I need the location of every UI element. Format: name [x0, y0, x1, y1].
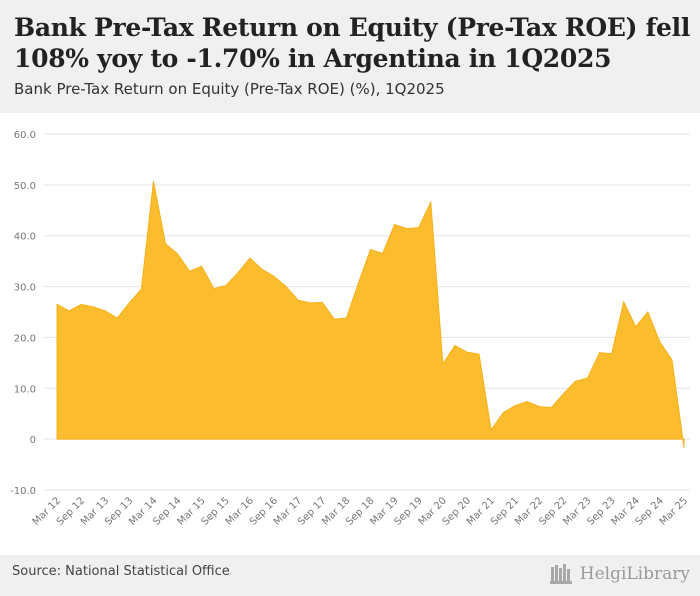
- data-point: [622, 300, 626, 304]
- data-point: [139, 287, 143, 291]
- data-point: [284, 285, 288, 289]
- chart-area: 60.0 50.0 40.0 30.0 20.0 10.0 0 -10.0 Mar 12 Sep…: [0, 113, 700, 555]
- y-tick-label: 60.0: [14, 130, 36, 141]
- chart-header: Bank Pre-Tax Return on Equity (Pre-Tax R…: [0, 0, 700, 113]
- data-point: [381, 252, 385, 256]
- y-tick-label: -10.0: [10, 486, 36, 497]
- data-point: [224, 284, 228, 288]
- data-point: [646, 310, 650, 314]
- data-point: [308, 301, 312, 305]
- data-point: [634, 325, 638, 329]
- source-note: Source: National Statistical Office: [12, 564, 230, 579]
- data-point: [236, 271, 240, 275]
- series-area: [56, 181, 685, 448]
- data-point: [549, 406, 553, 410]
- data-point: [248, 256, 252, 260]
- y-tick-label: 40.0: [14, 232, 36, 243]
- y-tick-label: 0: [30, 435, 36, 446]
- data-point: [573, 379, 577, 383]
- data-point: [296, 298, 300, 302]
- area-chart: 60.0 50.0 40.0 30.0 20.0 10.0 0 -10.0 Mar 12Sep…: [10, 130, 690, 528]
- y-tick-label: 20.0: [14, 333, 36, 344]
- data-point: [501, 411, 505, 415]
- data-point: [332, 317, 336, 321]
- data-point: [465, 350, 469, 354]
- chart-title: Bank Pre-Tax Return on Equity (Pre-Tax R…: [14, 13, 691, 73]
- data-point: [441, 362, 445, 366]
- data-point: [489, 428, 493, 432]
- library-icon: [549, 564, 572, 584]
- data-point: [610, 352, 614, 356]
- data-point: [537, 405, 541, 409]
- data-point: [453, 344, 457, 348]
- data-point: [272, 274, 276, 278]
- data-point: [344, 316, 348, 320]
- chart-footer: Source: National Statistical Office Helg…: [0, 555, 700, 596]
- data-point: [369, 247, 373, 251]
- chart-subtitle: Bank Pre-Tax Return on Equity (Pre-Tax R…: [14, 80, 445, 98]
- data-point: [598, 351, 602, 355]
- data-point: [320, 300, 324, 304]
- data-point: [127, 301, 131, 305]
- data-point: [405, 227, 409, 231]
- data-point: [417, 226, 421, 230]
- data-point: [176, 252, 180, 256]
- data-point: [260, 267, 264, 271]
- data-point: [356, 281, 360, 285]
- data-point: [658, 340, 662, 344]
- data-point: [151, 179, 155, 183]
- data-point: [188, 269, 192, 273]
- data-point: [91, 305, 95, 309]
- data-point: [429, 200, 433, 204]
- data-point: [212, 287, 216, 291]
- data-point: [525, 400, 529, 404]
- data-point: [103, 309, 107, 313]
- y-axis-labels: 60.0 50.0 40.0 30.0 20.0 10.0 0 -10.0: [10, 130, 36, 497]
- series-area-group: [55, 179, 686, 450]
- data-point: [200, 264, 204, 268]
- data-point: [67, 309, 71, 313]
- data-point: [477, 352, 481, 356]
- y-tick-label: 50.0: [14, 181, 36, 192]
- data-point: [586, 376, 590, 380]
- data-point: [115, 316, 119, 320]
- logo-text: HelgiLibrary: [579, 564, 690, 584]
- data-point: [561, 392, 565, 396]
- helgilibrary-logo: HelgiLibrary: [549, 560, 690, 588]
- data-point: [513, 404, 517, 408]
- data-point: [393, 223, 397, 227]
- data-point: [79, 302, 83, 306]
- data-point: [682, 446, 686, 450]
- data-point: [670, 358, 674, 362]
- data-point: [164, 242, 168, 246]
- data-point: [55, 302, 59, 306]
- y-tick-label: 30.0: [14, 283, 36, 294]
- y-tick-label: 10.0: [14, 384, 36, 395]
